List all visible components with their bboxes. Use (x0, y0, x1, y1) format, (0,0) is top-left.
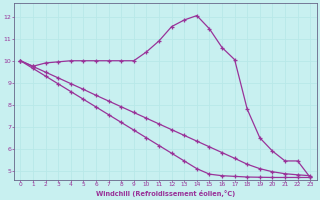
X-axis label: Windchill (Refroidissement éolien,°C): Windchill (Refroidissement éolien,°C) (96, 190, 235, 197)
